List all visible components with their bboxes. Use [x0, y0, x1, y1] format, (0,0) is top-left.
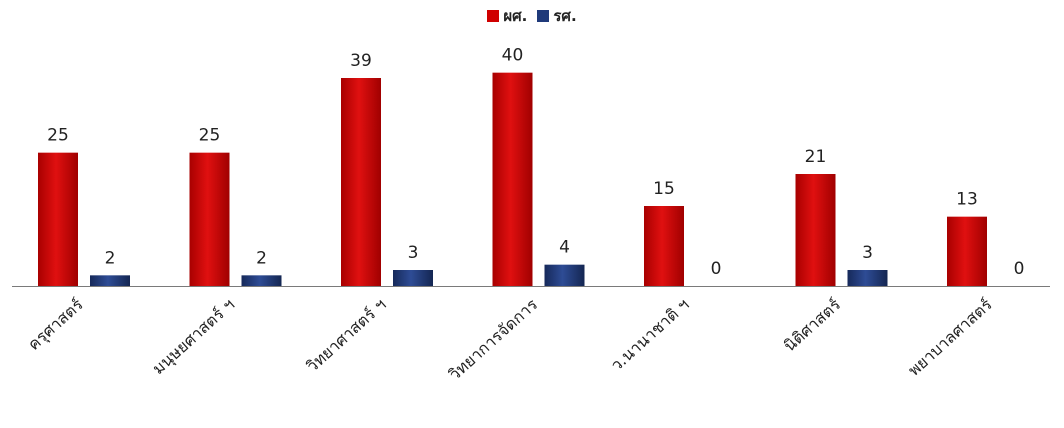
x-tick-label-5: ว.นานาชาติ ฯ	[607, 295, 693, 375]
bar-series-1-6	[795, 174, 836, 286]
data-label-series-1-3: 39	[350, 51, 372, 71]
bar-series-1-4	[492, 72, 533, 287]
data-label-series-2-6: 3	[862, 243, 873, 263]
bar-series-2-6	[847, 270, 888, 286]
bar-series-1-1	[38, 152, 78, 286]
data-label-series-1-1: 25	[47, 126, 69, 146]
bar-series-2-4	[544, 264, 585, 286]
legend-item-series-2: รศ.	[537, 4, 577, 28]
data-label-series-2-2: 2	[256, 248, 267, 268]
x-tick-label-2: มนุษยศาสตร์ ฯ	[149, 295, 239, 379]
legend-label-series-1: ผศ.	[503, 7, 528, 25]
data-label-series-1-5: 15	[653, 179, 675, 199]
data-label-series-1-7: 13	[956, 190, 978, 210]
data-label-series-2-1: 2	[105, 248, 116, 268]
legend-swatch-series-1	[487, 10, 500, 22]
bar-series-1-2	[189, 152, 230, 286]
legend-swatch-series-2	[537, 10, 550, 22]
data-label-series-1-4: 40	[502, 46, 524, 66]
data-label-series-2-7: 0	[1014, 259, 1025, 279]
legend-label-series-2: รศ.	[553, 7, 577, 25]
x-tick-label-3: วิทยาศาสตร์ ฯ	[303, 295, 390, 376]
bar-series-1-5	[644, 206, 684, 286]
x-tick-label-4: วิทยาการจัดการ	[445, 295, 541, 384]
x-tick-label-7: พยาบาลศาสตร์	[904, 295, 996, 380]
x-tick-label-1: ครุศาสตร์	[24, 295, 88, 355]
data-label-series-1-6: 21	[805, 147, 827, 167]
data-label-series-2-4: 4	[559, 238, 570, 258]
x-tick-label-6: นิติศาสตร์	[780, 295, 844, 356]
legend: ผศ. รศ.	[0, 4, 1064, 28]
bar-series-2-1	[90, 275, 130, 286]
data-label-series-2-5: 0	[711, 259, 722, 279]
data-label-series-2-3: 3	[408, 243, 419, 263]
bar-series-1-7	[947, 216, 987, 286]
data-label-series-1-2: 25	[199, 126, 221, 146]
bar-series-1-3	[341, 78, 381, 286]
bar-series-2-3	[393, 270, 433, 286]
bar-series-2-2	[241, 275, 282, 286]
legend-item-series-1: ผศ.	[487, 4, 527, 28]
